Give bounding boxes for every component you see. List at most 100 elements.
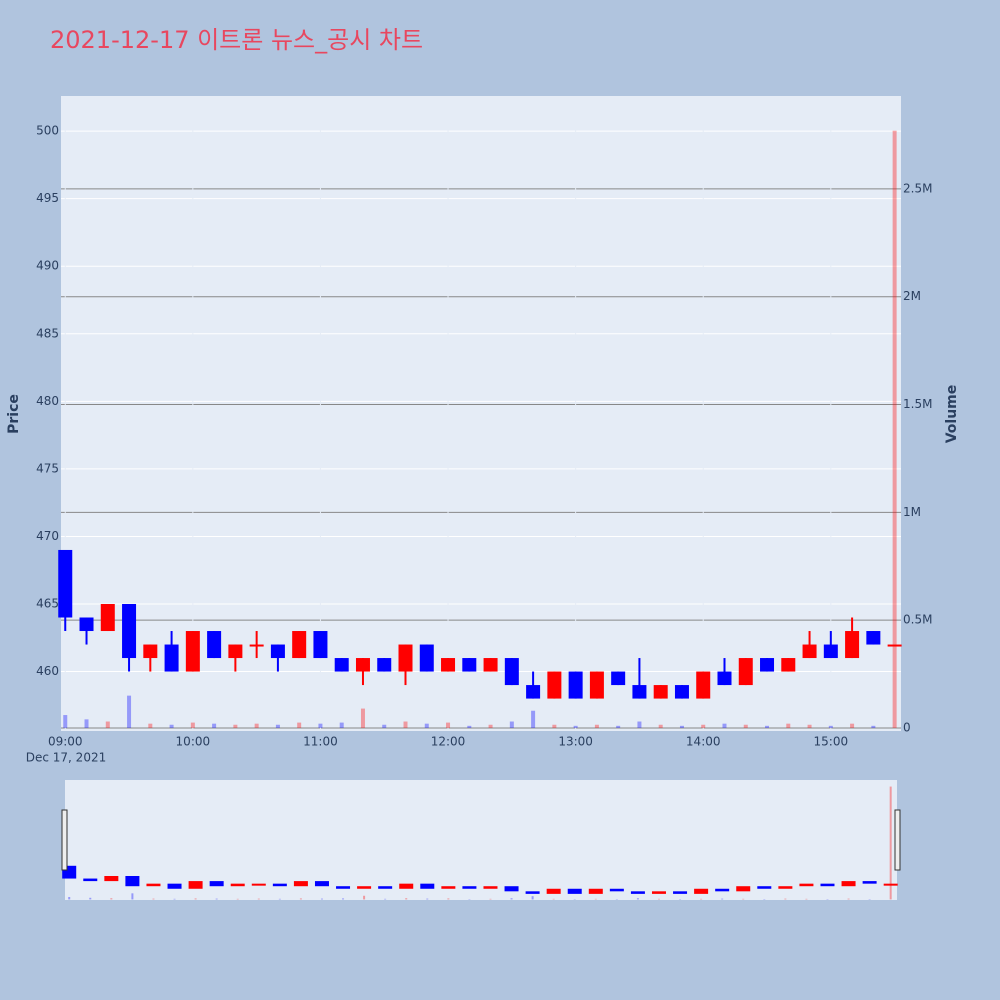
mini-candle — [778, 886, 793, 889]
volume-bar — [233, 724, 238, 728]
candle-body — [866, 631, 881, 645]
y2-axis-title: Volume — [944, 385, 960, 444]
candle-body — [568, 671, 583, 699]
volume-bar — [765, 725, 770, 728]
y-tick-label: 495 — [36, 191, 59, 205]
volume-bar — [148, 723, 153, 728]
mini-candle — [630, 891, 645, 894]
volume-bar — [743, 724, 748, 728]
volume-bar — [722, 723, 727, 728]
volume-bar — [488, 724, 493, 728]
mini-candle — [588, 888, 603, 894]
mini-candle — [167, 883, 182, 889]
candle-body — [164, 644, 179, 672]
volume-bar — [360, 708, 365, 728]
x-tick-label: 11:00 — [303, 735, 338, 749]
mini-candle — [441, 886, 456, 889]
candle-body — [228, 644, 243, 659]
mini-volume-bar — [489, 898, 492, 900]
volume-bar — [212, 723, 217, 728]
mini-candle — [546, 888, 561, 894]
y2-tick-label: 1.5M — [903, 397, 932, 411]
x-tick-label: 14:00 — [686, 735, 721, 749]
mini-candle — [104, 876, 119, 882]
mini-candle — [651, 891, 666, 894]
mini-volume-bar — [194, 898, 197, 900]
mini-candle — [378, 886, 393, 889]
mini-volume-bar — [363, 895, 366, 900]
candle-body — [377, 658, 392, 672]
mini-volume-bar — [320, 898, 323, 900]
volume-bar — [254, 723, 259, 728]
volume-bar — [127, 695, 132, 728]
y-tick-label: 480 — [36, 394, 59, 408]
y-tick-label: 485 — [36, 326, 59, 340]
mini-volume-bar — [257, 898, 260, 900]
y2-tick-label: 0.5M — [903, 613, 932, 627]
y2-tick-label: 1M — [903, 505, 921, 519]
range-slider[interactable] — [65, 780, 897, 900]
candle-body — [292, 631, 307, 659]
mini-candle — [525, 891, 540, 894]
mini-candle — [420, 883, 435, 889]
slider-handle[interactable] — [894, 809, 901, 871]
volume-bar — [105, 721, 110, 728]
y-tick-label: 460 — [36, 664, 59, 678]
mini-candle — [188, 881, 203, 889]
mini-volume-bar — [889, 786, 892, 900]
y-tick-label: 475 — [36, 461, 59, 475]
mini-volume-bar — [215, 898, 218, 900]
mini-candle — [694, 888, 709, 894]
volume-bar — [594, 724, 599, 728]
mini-volume-bar — [278, 898, 281, 900]
mini-volume-bar — [173, 898, 176, 900]
candle-body — [398, 644, 413, 672]
candle-body — [122, 604, 137, 659]
x-tick-label: 10:00 — [176, 735, 211, 749]
mini-volume-bar — [700, 898, 703, 900]
volume-bar — [637, 721, 642, 728]
candle-body — [334, 658, 349, 672]
volume-bar — [509, 721, 514, 728]
y2-tick-label: 2M — [903, 289, 921, 303]
mini-candle — [462, 886, 477, 889]
y2-tick-label: 0 — [903, 720, 911, 734]
y-tick-label: 490 — [36, 259, 59, 273]
mini-candle — [399, 883, 414, 889]
candle-body — [504, 658, 519, 686]
candle-body — [270, 644, 285, 659]
candle-body — [696, 671, 711, 699]
chart-title: 2021-12-17 이트론 뉴스_공시 차트 — [50, 26, 423, 54]
candle-body — [760, 658, 775, 672]
mini-candle — [272, 883, 287, 887]
slider-handle[interactable] — [61, 809, 68, 871]
volume-bar — [850, 723, 855, 728]
mini-volume-bar — [426, 898, 429, 900]
mini-candle — [862, 881, 877, 884]
mini-candle — [146, 883, 161, 887]
candle-body — [313, 631, 328, 659]
candle-body — [58, 549, 73, 618]
candle-body — [674, 685, 689, 699]
mini-candle — [504, 886, 519, 892]
y-tick-label: 470 — [36, 529, 59, 543]
volume-bar — [63, 715, 68, 728]
volume-bar — [807, 724, 812, 728]
mini-volume-bar — [742, 898, 745, 900]
x-date-label: Dec 17, 2021 — [26, 751, 106, 765]
mini-volume-bar — [636, 898, 639, 900]
mini-candle — [209, 881, 224, 887]
candle-body — [632, 685, 647, 699]
x-tick-label: 09:00 — [48, 735, 83, 749]
mini-volume-bar — [89, 897, 92, 900]
volume-bar — [658, 724, 663, 728]
candle-body — [802, 644, 817, 659]
mini-candle — [357, 886, 372, 889]
mini-candle — [230, 883, 245, 887]
mini-volume-bar — [342, 898, 345, 900]
mini-volume-bar — [594, 898, 597, 900]
mini-candle — [736, 886, 751, 892]
mini-candle — [125, 876, 140, 887]
mini-candle — [820, 883, 835, 887]
volume-bar — [424, 723, 429, 728]
